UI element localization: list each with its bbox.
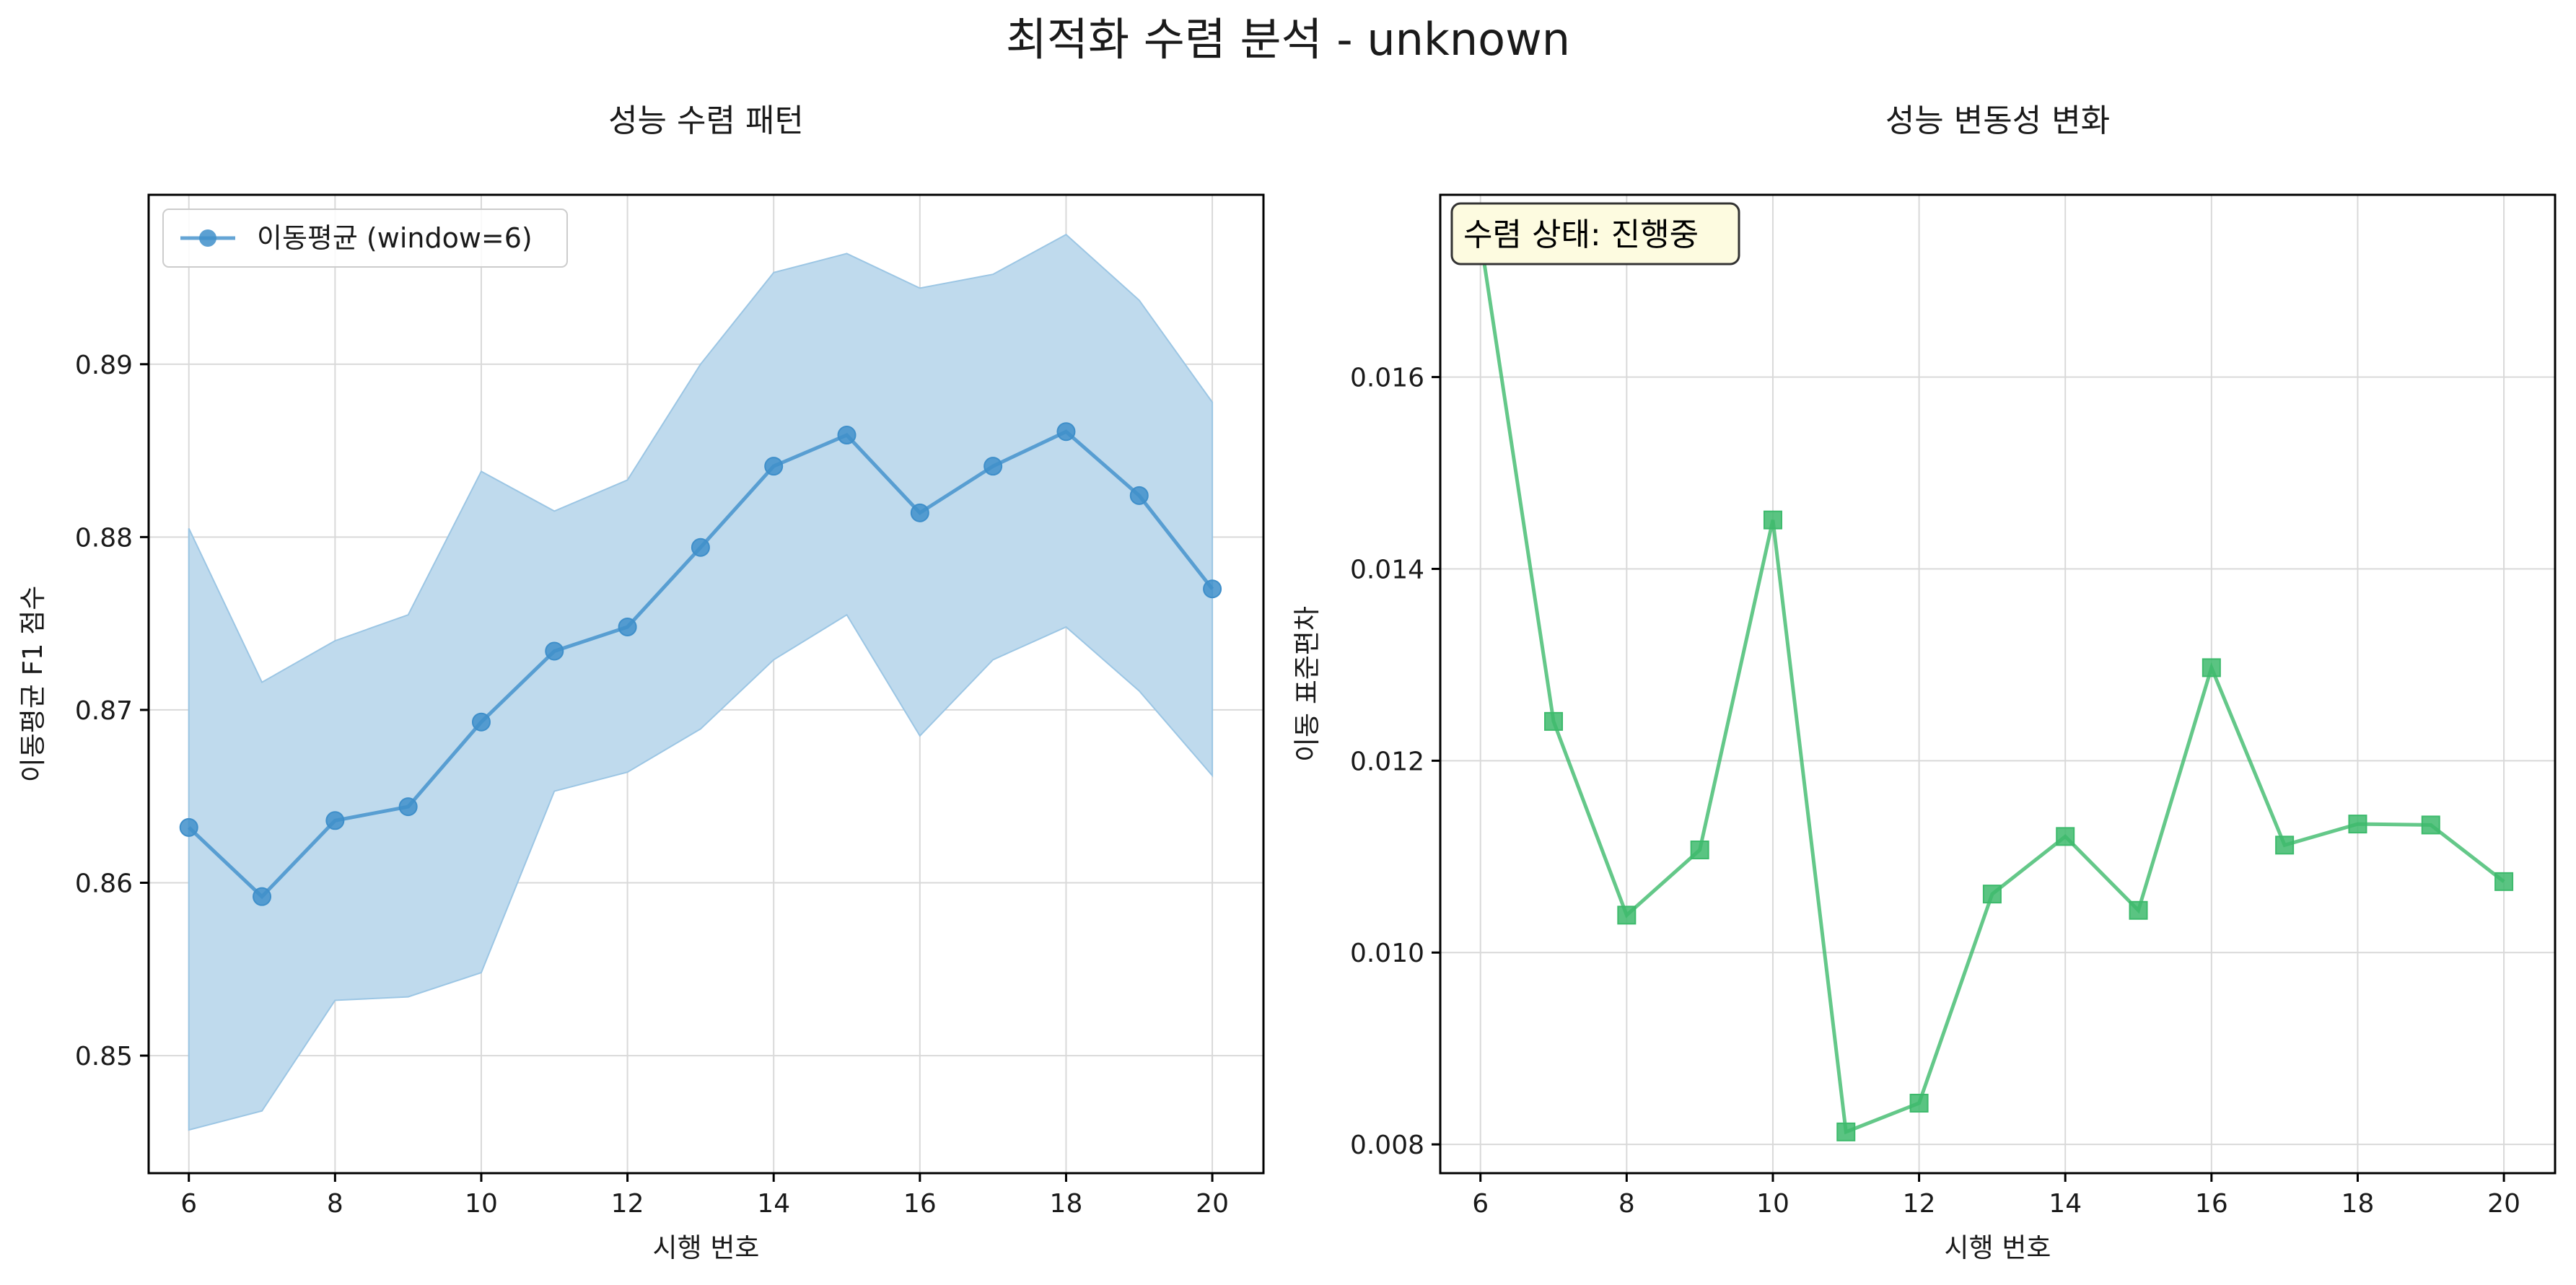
x-axis-label: 시행 번호 xyxy=(653,1232,760,1263)
y-tick-label: 0.016 xyxy=(1350,364,1424,393)
y-tick-label: 0.010 xyxy=(1350,939,1424,968)
std-band xyxy=(188,233,1214,1131)
data-point xyxy=(618,617,637,636)
data-point xyxy=(2275,836,2295,855)
data-point xyxy=(983,457,1003,476)
x-tick-label: 6 xyxy=(1472,1189,1489,1219)
data-point xyxy=(1056,422,1076,442)
y-tick-label: 0.87 xyxy=(75,696,133,726)
x-tick-label: 10 xyxy=(465,1189,498,1219)
data-point xyxy=(2056,827,2075,846)
data-point xyxy=(1129,486,1149,505)
y-tick-label: 0.85 xyxy=(75,1042,133,1071)
data-point xyxy=(253,887,272,906)
data-point xyxy=(398,797,418,817)
x-tick-label: 10 xyxy=(1756,1189,1789,1219)
x-tick-label: 14 xyxy=(2049,1189,2082,1219)
data-point xyxy=(2421,815,2440,835)
y-tick-label: 0.88 xyxy=(75,523,133,553)
data-point xyxy=(2129,900,2148,920)
x-tick-label: 8 xyxy=(327,1189,343,1219)
annotation-text: 수렴 상태: 진행중 xyxy=(1463,216,1699,253)
x-tick-label: 6 xyxy=(180,1189,197,1219)
y-tick-label: 0.008 xyxy=(1350,1131,1424,1160)
y-tick-label: 0.89 xyxy=(75,351,133,380)
x-tick-label: 20 xyxy=(2487,1189,2520,1219)
legend-marker-swatch xyxy=(199,229,216,247)
legend-label: 이동평균 (window=6) xyxy=(257,222,533,254)
x-tick-label: 8 xyxy=(1618,1189,1635,1219)
x-tick-label: 20 xyxy=(1196,1189,1229,1219)
chart-title: 성능 변동성 변화 xyxy=(1885,102,2110,139)
data-point xyxy=(910,503,929,522)
data-point xyxy=(471,712,491,732)
data-point xyxy=(1690,840,1709,859)
data-point xyxy=(1836,1122,1856,1141)
x-tick-label: 18 xyxy=(2341,1189,2375,1219)
data-point xyxy=(1982,885,2002,904)
x-tick-label: 16 xyxy=(2195,1189,2228,1219)
data-point xyxy=(545,641,564,661)
data-point xyxy=(1203,579,1222,599)
annotation-box xyxy=(1450,202,1740,266)
y-axis-label: 이동평균 F1 점수 xyxy=(17,586,48,783)
data-point xyxy=(2348,815,2367,834)
data-point xyxy=(1909,1093,1929,1113)
data-point xyxy=(179,817,198,837)
x-tick-label: 12 xyxy=(1903,1189,1936,1219)
data-point xyxy=(837,426,857,445)
legend-box xyxy=(162,209,568,268)
x-tick-label: 18 xyxy=(1050,1189,1083,1219)
x-tick-label: 14 xyxy=(757,1189,790,1219)
figure-title: 최적화 수렴 분석 - unknown xyxy=(1006,13,1570,66)
y-axis-label: 이동 표준편차 xyxy=(1292,606,1323,762)
y-tick-label: 0.012 xyxy=(1350,747,1424,776)
x-tick-label: 16 xyxy=(903,1189,937,1219)
plot-frame xyxy=(1439,193,2557,1175)
data-point xyxy=(2202,658,2221,677)
series-line xyxy=(1478,237,2505,1135)
data-point xyxy=(325,811,345,830)
data-point xyxy=(1617,905,1637,925)
data-point xyxy=(764,457,784,476)
data-point xyxy=(691,538,710,557)
y-tick-label: 0.014 xyxy=(1350,555,1424,584)
variability-chart: 성능 변동성 변화 6 8 10 12 14 16 18 20 0.008 0.010 0.012 0.… xyxy=(1292,102,2557,1263)
data-point xyxy=(1763,510,1782,530)
data-point xyxy=(1544,711,1564,731)
x-axis-label: 시행 번호 xyxy=(1945,1232,2051,1263)
data-point xyxy=(2494,872,2514,891)
y-tick-label: 0.86 xyxy=(75,869,133,899)
convergence-chart: 성능 수렴 패턴 6 8 10 12 14 16 18 20 0.85 0.86 0.87 0.88 0.… xyxy=(17,102,1265,1263)
chart-title: 성능 수렴 패턴 xyxy=(608,102,804,139)
x-tick-label: 12 xyxy=(611,1189,644,1219)
plot-frame xyxy=(147,193,1265,1175)
